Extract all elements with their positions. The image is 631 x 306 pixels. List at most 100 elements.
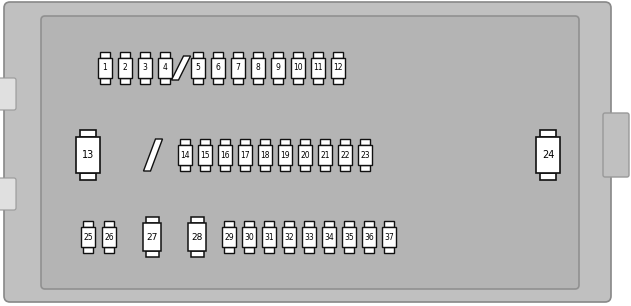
Bar (158, 58, 172, 78)
Bar (260, 165, 270, 171)
Bar (344, 221, 354, 227)
Bar (233, 52, 243, 58)
Bar (191, 58, 205, 78)
Bar (360, 139, 370, 145)
Bar (178, 145, 192, 165)
Bar (222, 227, 236, 247)
Text: 18: 18 (260, 151, 269, 159)
Bar (211, 58, 225, 78)
Bar (340, 165, 350, 171)
Bar (213, 52, 223, 58)
Bar (313, 78, 323, 84)
Bar (120, 78, 130, 84)
Text: 23: 23 (360, 151, 370, 159)
Bar (143, 223, 161, 251)
Bar (311, 58, 325, 78)
Text: 16: 16 (220, 151, 230, 159)
Text: 6: 6 (216, 64, 220, 73)
Bar (138, 58, 152, 78)
FancyBboxPatch shape (603, 113, 629, 177)
Bar (342, 227, 356, 247)
Bar (364, 247, 374, 253)
Bar (540, 130, 556, 137)
Bar (188, 223, 206, 251)
Bar (180, 165, 190, 171)
Bar (81, 227, 95, 247)
Bar (200, 139, 210, 145)
Bar (240, 139, 250, 145)
Text: 3: 3 (143, 64, 148, 73)
Bar (244, 221, 254, 227)
FancyBboxPatch shape (4, 2, 611, 302)
Bar (83, 247, 93, 253)
Bar (264, 247, 274, 253)
Bar (218, 145, 232, 165)
Text: 36: 36 (364, 233, 374, 241)
Bar (262, 227, 276, 247)
Text: 35: 35 (344, 233, 354, 241)
Text: 14: 14 (180, 151, 190, 159)
Text: 37: 37 (384, 233, 394, 241)
Bar (83, 221, 93, 227)
Text: 17: 17 (240, 151, 250, 159)
Bar (293, 78, 303, 84)
Bar (300, 165, 310, 171)
Bar (260, 139, 270, 145)
Bar (382, 227, 396, 247)
Bar (293, 52, 303, 58)
Text: 2: 2 (122, 64, 127, 73)
Bar (258, 145, 272, 165)
Bar (304, 247, 314, 253)
Bar (98, 58, 112, 78)
Text: 26: 26 (104, 233, 114, 241)
Bar (364, 221, 374, 227)
Bar (220, 165, 230, 171)
Bar (244, 247, 254, 253)
Bar (540, 173, 556, 180)
Text: 34: 34 (324, 233, 334, 241)
Bar (360, 165, 370, 171)
Bar (344, 247, 354, 253)
Bar (120, 52, 130, 58)
Bar (320, 165, 330, 171)
Bar (300, 139, 310, 145)
Text: 8: 8 (256, 64, 261, 73)
Bar (384, 221, 394, 227)
Bar (140, 78, 150, 84)
Bar (146, 217, 158, 223)
Bar (253, 52, 263, 58)
Bar (220, 139, 230, 145)
Bar (318, 145, 332, 165)
Bar (340, 139, 350, 145)
Text: 29: 29 (224, 233, 234, 241)
Bar (333, 78, 343, 84)
Bar (338, 145, 352, 165)
Bar (140, 52, 150, 58)
Bar (362, 227, 376, 247)
Bar (100, 78, 110, 84)
Bar (242, 227, 256, 247)
FancyBboxPatch shape (0, 78, 16, 110)
Bar (233, 78, 243, 84)
Bar (324, 247, 334, 253)
Text: 24: 24 (542, 150, 554, 160)
Bar (231, 58, 245, 78)
Text: 21: 21 (321, 151, 330, 159)
Bar (224, 247, 234, 253)
Bar (102, 227, 116, 247)
Bar (118, 58, 132, 78)
Bar (331, 58, 345, 78)
Bar (224, 221, 234, 227)
Bar (320, 139, 330, 145)
Text: 32: 32 (284, 233, 294, 241)
Bar (282, 227, 296, 247)
Text: 30: 30 (244, 233, 254, 241)
Bar (180, 139, 190, 145)
Polygon shape (143, 139, 163, 171)
Bar (284, 247, 294, 253)
Text: 11: 11 (313, 64, 322, 73)
Text: 20: 20 (300, 151, 310, 159)
Bar (273, 78, 283, 84)
Polygon shape (172, 56, 191, 80)
Text: 25: 25 (83, 233, 93, 241)
